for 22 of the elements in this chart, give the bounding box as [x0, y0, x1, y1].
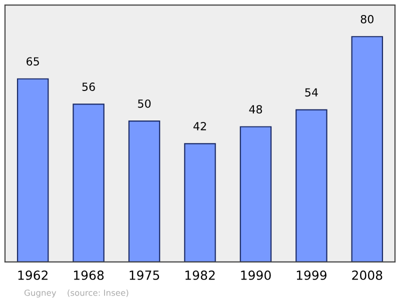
data-label: 65 [26, 57, 39, 66]
text: Gugney (source: Insee) [24, 289, 128, 298]
bar [184, 143, 216, 262]
data-label: 48 [249, 105, 262, 114]
x-tick-label: 1975 [130, 270, 160, 280]
data-label: 50 [138, 99, 151, 108]
data-label: 54 [305, 88, 318, 97]
x-tick-label: 1999 [296, 270, 326, 280]
data-label: 42 [193, 122, 206, 130]
x-tick-label: 1962 [18, 270, 48, 280]
bar [72, 104, 104, 262]
x-tick-label: 1968 [74, 270, 104, 280]
data-label: 80 [360, 14, 374, 24]
bar [296, 109, 328, 262]
x-tick-label: 1982 [185, 270, 215, 280]
bar [240, 126, 272, 262]
bar [351, 36, 384, 262]
bar [128, 120, 160, 262]
x-tick-label: 1990 [241, 270, 271, 280]
data-label: 56 [82, 82, 95, 91]
bar [16, 78, 49, 262]
x-tick-label: 2008 [352, 270, 382, 280]
